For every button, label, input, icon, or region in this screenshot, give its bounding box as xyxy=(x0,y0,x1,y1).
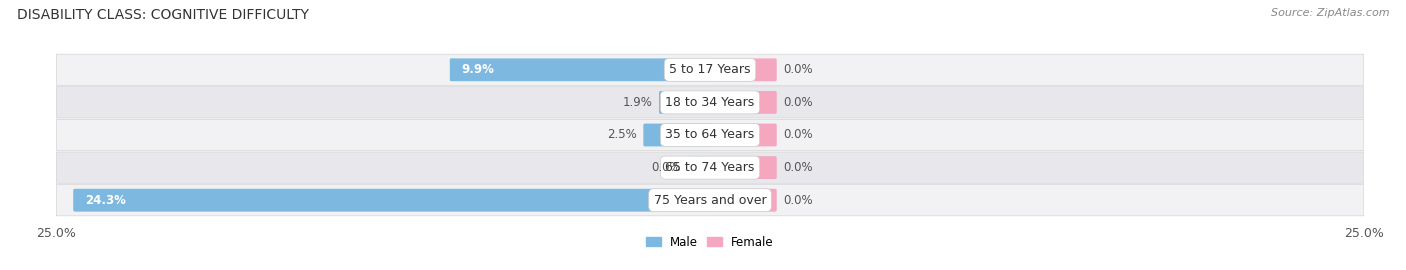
Text: DISABILITY CLASS: COGNITIVE DIFFICULTY: DISABILITY CLASS: COGNITIVE DIFFICULTY xyxy=(17,8,309,22)
FancyBboxPatch shape xyxy=(709,91,776,114)
FancyBboxPatch shape xyxy=(56,152,1364,183)
FancyBboxPatch shape xyxy=(73,189,711,212)
Text: 5 to 17 Years: 5 to 17 Years xyxy=(669,63,751,76)
FancyBboxPatch shape xyxy=(688,156,711,179)
FancyBboxPatch shape xyxy=(709,189,776,212)
Text: 0.0%: 0.0% xyxy=(651,161,682,174)
Legend: Male, Female: Male, Female xyxy=(641,231,779,254)
FancyBboxPatch shape xyxy=(56,54,1364,85)
Text: 35 to 64 Years: 35 to 64 Years xyxy=(665,129,755,141)
FancyBboxPatch shape xyxy=(56,185,1364,216)
Text: 0.0%: 0.0% xyxy=(783,194,813,207)
FancyBboxPatch shape xyxy=(709,58,776,81)
FancyBboxPatch shape xyxy=(56,119,1364,151)
Text: 0.0%: 0.0% xyxy=(783,161,813,174)
Text: 65 to 74 Years: 65 to 74 Years xyxy=(665,161,755,174)
Text: 18 to 34 Years: 18 to 34 Years xyxy=(665,96,755,109)
FancyBboxPatch shape xyxy=(450,58,711,81)
Text: 0.0%: 0.0% xyxy=(783,129,813,141)
Text: 2.5%: 2.5% xyxy=(607,129,637,141)
FancyBboxPatch shape xyxy=(56,87,1364,118)
Text: 24.3%: 24.3% xyxy=(84,194,127,207)
Text: 75 Years and over: 75 Years and over xyxy=(654,194,766,207)
FancyBboxPatch shape xyxy=(659,91,711,114)
Text: 1.9%: 1.9% xyxy=(623,96,652,109)
FancyBboxPatch shape xyxy=(644,124,711,146)
Text: 0.0%: 0.0% xyxy=(783,96,813,109)
FancyBboxPatch shape xyxy=(709,156,776,179)
Text: 0.0%: 0.0% xyxy=(783,63,813,76)
FancyBboxPatch shape xyxy=(709,124,776,146)
Text: 9.9%: 9.9% xyxy=(461,63,495,76)
Text: Source: ZipAtlas.com: Source: ZipAtlas.com xyxy=(1271,8,1389,18)
